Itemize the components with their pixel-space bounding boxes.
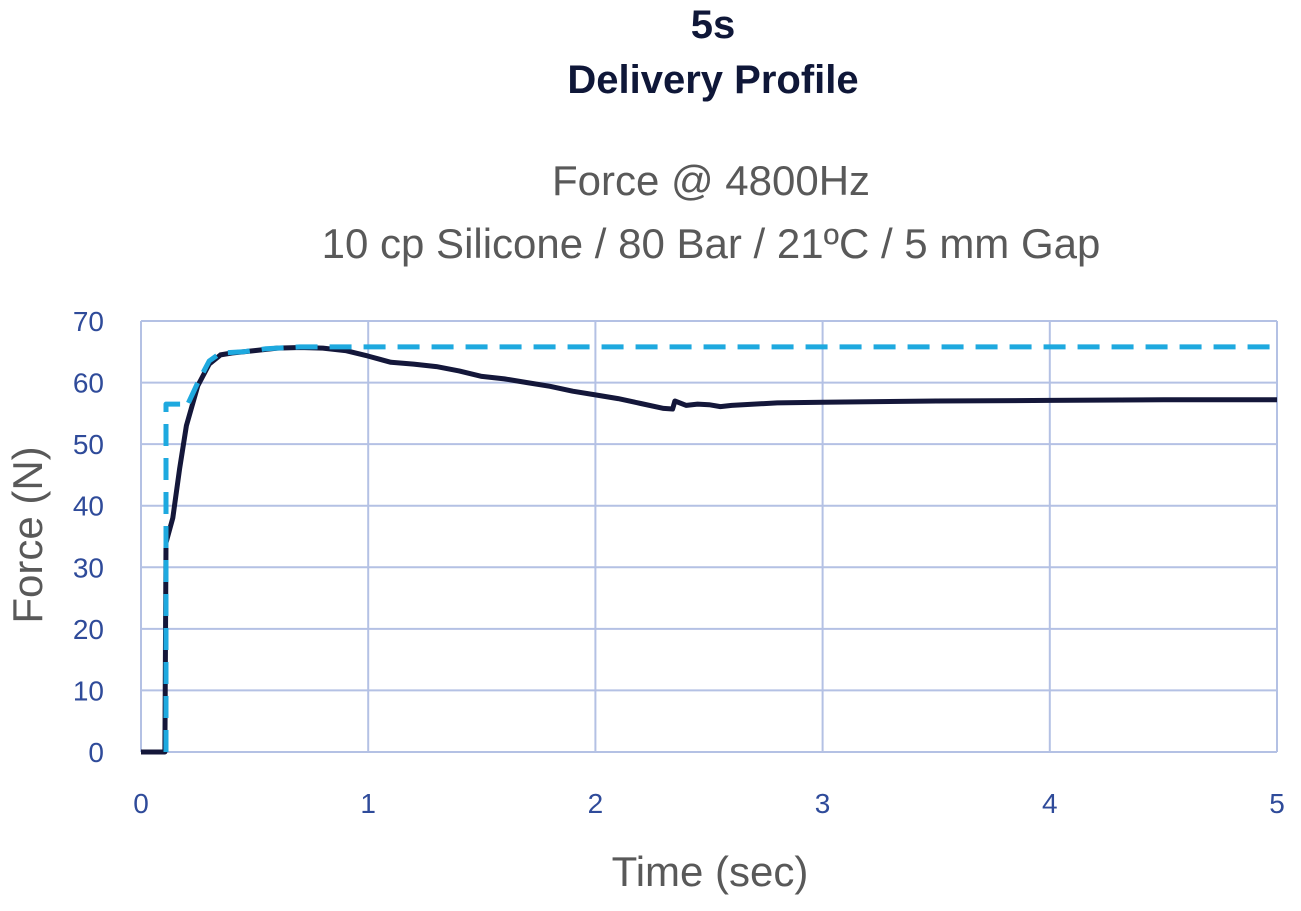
y-tick-label: 0 [88,737,104,768]
x-axis-label: Time (sec) [612,848,809,895]
x-tick-label: 2 [588,788,604,819]
grid [140,320,1278,753]
x-tick-label: 0 [133,788,149,819]
x-tick-label: 5 [1269,788,1285,819]
chart-subtitle-line1: Force @ 4800Hz [552,157,870,204]
y-tick-label: 30 [73,552,104,583]
x-tick-label: 4 [1042,788,1058,819]
plot-area [141,344,1277,755]
y-tick-label: 70 [73,306,104,337]
chart-title-line2: Delivery Profile [567,58,858,102]
y-tick-label: 10 [73,675,104,706]
series-line-dashed [163,344,1277,752]
x-tick-label: 3 [815,788,831,819]
x-tick-label: 1 [360,788,376,819]
y-axis-ticks: 0 10 20 30 40 50 60 70 [73,306,104,768]
chart-subtitle-line2: 10 cp Silicone / 80 Bar / 21ºC / 5 mm Ga… [322,220,1101,267]
chart-title: 5s [691,3,736,47]
y-tick-label: 60 [73,368,104,399]
x-axis-ticks: 0 1 2 3 4 5 [133,788,1285,819]
y-tick-label: 40 [73,491,104,522]
y-tick-label: 20 [73,614,104,645]
y-axis-label: Force (N) [4,446,51,623]
y-tick-label: 50 [73,429,104,460]
